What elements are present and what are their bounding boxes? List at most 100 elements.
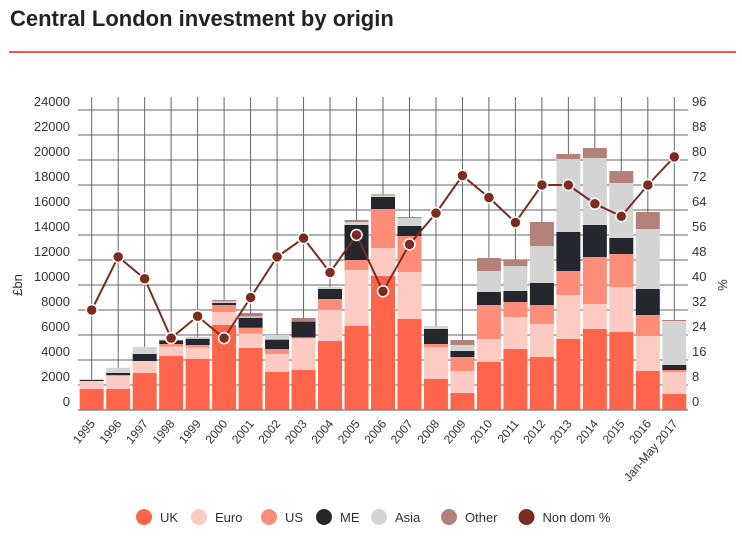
bar-me: [529, 283, 554, 305]
bar-other: [291, 318, 316, 322]
y2-tick-label: 0: [692, 394, 699, 409]
y2-tick-label: 72: [692, 169, 706, 184]
legend-item-euro[interactable]: Euro: [191, 509, 242, 525]
legend-item-other[interactable]: Other: [441, 509, 498, 525]
non-dom-point: [668, 150, 681, 164]
legend-label: Asia: [395, 510, 421, 525]
bar-us: [212, 305, 237, 312]
non-dom-point: [535, 178, 549, 192]
bar-me: [556, 232, 581, 271]
x-tick-label: 1995: [70, 417, 98, 447]
x-tick-label: 2011: [494, 417, 522, 446]
bar-other: [503, 260, 528, 266]
bar-me: [662, 365, 687, 370]
bar-euro: [344, 270, 369, 326]
bar-us: [503, 302, 528, 317]
bar-asia: [423, 326, 448, 329]
bar-us: [344, 260, 369, 270]
bar-euro: [318, 310, 343, 341]
bar-euro: [291, 338, 316, 370]
bar-asia: [318, 287, 343, 289]
bar-uk: [238, 348, 263, 410]
bar-us: [609, 254, 634, 287]
bar-asia: [397, 218, 422, 226]
y2-tick-label: 48: [692, 244, 706, 259]
x-tick-label: 2005: [335, 417, 363, 447]
non-dom-point: [270, 250, 284, 264]
bar-uk: [318, 341, 343, 410]
non-dom-point: [191, 310, 204, 323]
bar-uk: [371, 276, 395, 410]
bar-me: [318, 289, 343, 299]
y2-tick-label: 56: [692, 219, 706, 234]
bar-uk: [106, 389, 131, 410]
y-tick-label: 14000: [34, 219, 70, 234]
non-dom-point: [482, 191, 496, 204]
bar-me: [450, 351, 475, 357]
y2-tick-label: 64: [692, 194, 706, 209]
non-dom-point: [217, 331, 231, 345]
legend-item-non-dom-[interactable]: Non dom %: [518, 509, 611, 525]
bar-asia: [450, 345, 475, 351]
bar-euro: [662, 372, 687, 394]
bar-other: [662, 320, 687, 321]
non-dom-point: [350, 228, 363, 242]
bar-me: [79, 379, 104, 381]
bars: [79, 148, 687, 410]
bar-other: [582, 148, 607, 158]
y-tick-label: 18000: [34, 169, 70, 184]
x-tick-label: 1996: [97, 417, 125, 447]
non-dom-point: [376, 285, 390, 298]
legend-item-me[interactable]: ME: [316, 509, 360, 525]
bar-euro: [106, 375, 131, 389]
bar-me: [132, 354, 157, 361]
bar-uk: [556, 339, 581, 410]
bar-asia: [529, 246, 554, 283]
bar-euro: [265, 354, 290, 372]
legend-item-uk[interactable]: UK: [136, 509, 178, 525]
legend-item-us[interactable]: US: [261, 509, 303, 525]
non-dom-point: [588, 197, 602, 210]
y-tick-label: 24000: [34, 94, 70, 109]
bar-asia: [556, 159, 581, 232]
non-dom-point: [509, 216, 522, 229]
non-dom-line: [85, 150, 681, 345]
legend-swatch-icon: [518, 509, 535, 525]
y2-tick-label: 8: [692, 369, 699, 384]
bar-euro: [556, 295, 581, 339]
legend-swatch-icon: [371, 509, 387, 525]
y-tick-label: 8000: [41, 294, 70, 309]
x-tick-label: 2013: [547, 417, 575, 447]
bar-us: [159, 344, 184, 347]
bar-asia: [106, 367, 131, 373]
bar-me: [503, 291, 528, 302]
bar-asia: [582, 158, 607, 225]
non-dom-point: [244, 291, 257, 304]
bar-euro: [185, 347, 210, 359]
legend-label: Other: [465, 510, 498, 525]
bar-uk: [79, 389, 104, 410]
y2-tick-label: 40: [692, 269, 706, 284]
bar-me: [397, 226, 422, 236]
y-tick-label: 12000: [34, 244, 70, 259]
y-tick-label: 20000: [34, 144, 70, 159]
x-tick-label: 1997: [123, 417, 151, 447]
bar-uk: [582, 329, 607, 410]
bar-other: [635, 212, 660, 229]
legend-label: UK: [160, 510, 178, 525]
legend-item-asia[interactable]: Asia: [371, 509, 421, 525]
bar-euro: [503, 317, 528, 349]
y2-tick-label: 88: [692, 119, 706, 134]
bar-us: [423, 344, 448, 347]
y-tick-label: 16000: [34, 194, 70, 209]
y2-tick-label: 16: [692, 344, 706, 359]
bar-uk: [344, 326, 369, 410]
x-tick-label: 2000: [203, 417, 231, 447]
non-dom-point: [456, 169, 469, 182]
bar-euro: [609, 287, 634, 332]
bar-me: [106, 373, 131, 376]
bar-euro: [582, 304, 607, 329]
x-tick-label: 2002: [255, 417, 283, 447]
legend-swatch-icon: [261, 509, 277, 525]
legend-swatch-icon: [316, 509, 332, 525]
